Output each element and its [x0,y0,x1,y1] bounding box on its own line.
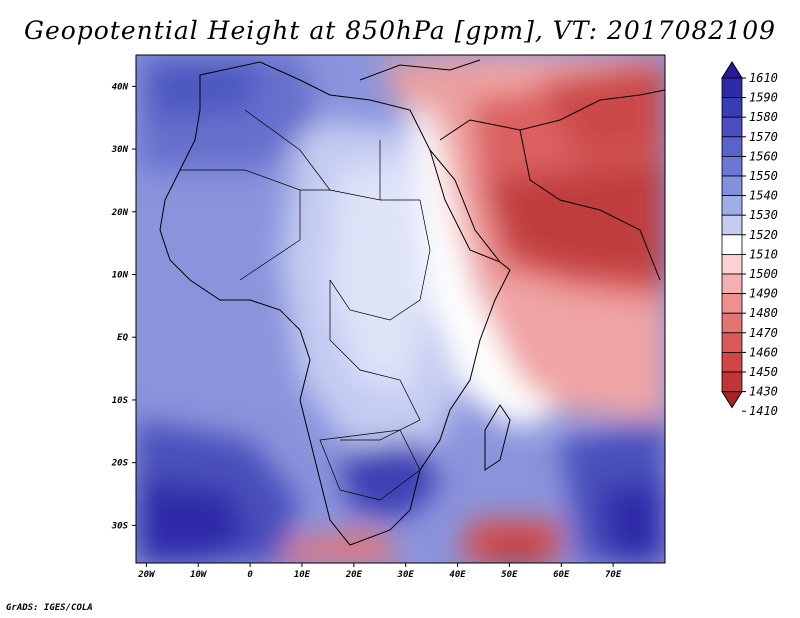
longitude-axis: 20W 10W 0 10E 20E 30E 40E 50E 60E 70E [137,563,622,580]
colorbar-swatch [721,332,743,353]
lon-tick-label: 70E [605,570,622,580]
lon-tick-label: 0 [247,570,253,580]
lon-tick-label: 50E [501,570,518,580]
colorbar-label: 1550 [749,169,778,183]
map-title: Geopotential Height at 850hPa [gpm], VT:… [23,16,777,45]
lat-tick-label: 10S [112,396,129,406]
colorbar-label: 1610 [749,71,778,85]
colorbar-swatch [721,77,743,99]
lon-tick-label: 30E [397,570,415,580]
colorbar-swatch [721,116,743,138]
colorbar-swatch [721,312,743,334]
lat-tick-label: 30S [111,521,129,531]
colorbar-swatch [721,234,743,255]
colorbar-swatch [721,155,743,177]
lon-tick-label: 20E [345,570,363,580]
colorbar-label: 1480 [749,306,778,320]
lat-tick-label: 20S [111,459,129,469]
lat-tick-label: 30N [111,145,129,155]
lon-tick-label: 10E [294,570,311,580]
colorbar-label: 1430 [749,385,778,399]
colorbar-swatch [721,136,743,157]
lon-tick-label: 10W [190,570,208,580]
colorbar-label: 1540 [749,189,778,203]
colorbar-swatch [721,97,743,118]
colorbar-label: 1570 [749,130,778,144]
colorbar-label: 1460 [749,345,778,359]
lon-tick-label: 40E [449,570,466,580]
map-frame [135,54,666,564]
colorbar-swatch [721,214,743,236]
colorbar-swatch [721,253,743,275]
latitude-axis: 40N 30N 20N 10N EQ 10S 20S 30S [111,82,136,531]
colorbar-swatch [721,175,743,197]
colorbar-swatch [721,273,743,295]
colorbar-swatch [721,195,743,216]
colorbar-swatch [721,351,743,373]
lat-tick-label: 40N [112,82,129,92]
borders [180,109,431,501]
colorbar-label: 1560 [749,149,778,163]
lat-tick-label: 10N [112,271,129,281]
colorbar: 1610 1590 1580 1570 1560 1550 1540 1530 1520 1510… [721,61,778,418]
lon-tick-label: 60E [553,570,570,580]
colorbar-label: 1450 [749,365,778,379]
lat-tick-label: 20N [111,208,129,218]
colorbar-swatch [721,293,743,314]
height-field [136,55,665,563]
colorbar-label: 1580 [749,110,778,124]
grads-credit: GrADS: IGES/COLA [6,603,93,613]
colorbar-bottom-arrow [721,391,743,409]
colorbar-label: 1520 [749,228,778,242]
colorbar-label: 1500 [749,267,778,281]
colorbar-label: 1590 [749,91,778,105]
lon-tick-label: 20W [137,570,156,580]
coastlines [159,59,665,546]
colorbar-label: 1410 [749,404,778,418]
lat-tick-label: EQ [117,333,128,343]
colorbar-swatch [721,371,743,393]
colorbar-label: 1470 [749,326,778,340]
colorbar-label: 1530 [749,208,778,222]
colorbar-label: 1490 [749,287,778,301]
colorbar-top-arrow [721,61,743,79]
colorbar-label: 1510 [749,247,778,261]
